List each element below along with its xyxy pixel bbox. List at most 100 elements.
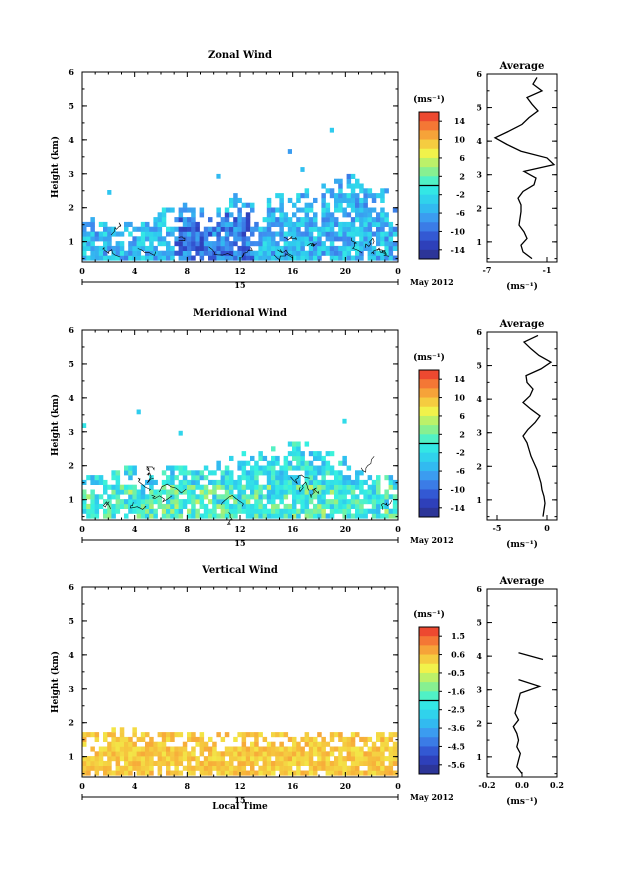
heatmap-cell (233, 197, 238, 203)
heatmap-cell (216, 207, 221, 213)
heatmap-cell (392, 741, 398, 747)
heatmap-cell (119, 727, 125, 733)
heatmap-cell (136, 770, 142, 776)
heatmap-cell (317, 255, 322, 261)
heatmap-cell (94, 475, 100, 481)
heatmap-cell (359, 756, 364, 762)
heatmap-cell (262, 765, 268, 771)
colorbar-tick-label: -4.5 (448, 741, 465, 751)
heatmap-cell (254, 751, 259, 757)
heatmap-cell (334, 475, 339, 481)
heatmap-cell (300, 236, 305, 242)
heatmap-cell (103, 751, 108, 757)
heatmap-cell (380, 751, 385, 757)
heatmap-cell (174, 751, 179, 757)
colorbar-segment (419, 185, 439, 196)
heatmap-cell (275, 221, 280, 227)
heatmap-cell (241, 494, 247, 500)
heatmap-cell (224, 760, 230, 766)
heatmap-cell (199, 494, 205, 500)
heatmap-cell (350, 513, 356, 519)
heatmap-cell (355, 212, 360, 218)
heatmap-cell (86, 255, 91, 261)
heatmap-cell (237, 465, 242, 471)
heatmap-cell (359, 499, 364, 505)
heatmap-cell (338, 226, 343, 232)
heatmap-cell (212, 508, 217, 514)
heatmap-cell (170, 494, 175, 500)
heatmap-cell (254, 465, 259, 471)
heatmap-cell (262, 751, 268, 757)
heatmap-cell (346, 508, 352, 514)
x-tick-label: 0 (79, 781, 85, 791)
heatmap-cell (220, 503, 226, 509)
heatmap-cell (124, 499, 129, 505)
heatmap-cell (174, 513, 179, 519)
heatmap-cell (157, 770, 163, 776)
heatmap-cell (82, 508, 87, 514)
heatmap-cell (359, 736, 364, 742)
heatmap-cell (342, 245, 347, 251)
heatmap-cell (145, 503, 150, 509)
heatmap-cell (287, 736, 293, 742)
heatmap-cell (376, 746, 381, 752)
heatmap-cell (128, 489, 133, 495)
heatmap-cell (111, 746, 116, 752)
heatmap-cell (124, 741, 129, 747)
heatmap-cell (157, 741, 163, 747)
heatmap-cell (149, 736, 154, 742)
heatmap-cell (363, 231, 368, 237)
heatmap-cell (161, 479, 167, 485)
heatmap-cell (313, 197, 318, 203)
heatmap-cell (287, 250, 293, 256)
heatmap-cell (380, 231, 385, 237)
heatmap-cell (187, 226, 192, 232)
heatmap-cell (203, 245, 209, 251)
heatmap-cell (229, 484, 234, 490)
heatmap-cell (182, 484, 188, 490)
heatmap-cell (258, 231, 263, 237)
heatmap-cell (279, 470, 284, 476)
heatmap-cell (149, 751, 154, 757)
heatmap-cell (153, 236, 158, 242)
heatmap-cell (107, 770, 112, 776)
heatmap-cell (325, 460, 331, 466)
heatmap-cell (392, 484, 398, 490)
heatmap-cell (392, 760, 398, 766)
heatmap-cell (317, 489, 322, 495)
heatmap-cell (90, 499, 95, 505)
heatmap-cell (287, 765, 293, 771)
heatmap-cell (300, 245, 305, 251)
heatmap-cell (321, 489, 326, 495)
heatmap-cell (376, 212, 381, 218)
heatmap-cell (392, 494, 398, 500)
heatmap-cell (82, 494, 87, 500)
heatmap-cell (367, 475, 373, 481)
heatmap-cell (296, 499, 301, 505)
heatmap-cell (371, 503, 377, 509)
heatmap-cell (325, 245, 331, 251)
heatmap-cell (119, 746, 125, 752)
heatmap-cell (371, 221, 377, 227)
contour-line (380, 500, 393, 510)
heatmap-cell (174, 499, 179, 505)
heatmap-cell (224, 207, 230, 213)
heatmap-cell (82, 499, 87, 505)
heatmap-cell (275, 231, 280, 237)
heatmap-cell (245, 756, 251, 762)
heatmap-cell (254, 736, 259, 742)
heatmap-cell (292, 770, 297, 776)
heatmap-cell (187, 508, 192, 514)
heatmap-cell (275, 217, 280, 223)
heatmap-cell (187, 255, 192, 261)
heatmap-cell (98, 250, 104, 256)
heatmap-cell (258, 465, 263, 471)
heatmap-cell (279, 197, 284, 203)
colorbar-segment (419, 737, 439, 747)
heatmap-cell (191, 508, 196, 514)
heatmap-cell (90, 765, 95, 771)
heatmap-cell (245, 250, 251, 256)
heatmap-cell (153, 231, 158, 237)
heatmap-cell (224, 499, 230, 505)
